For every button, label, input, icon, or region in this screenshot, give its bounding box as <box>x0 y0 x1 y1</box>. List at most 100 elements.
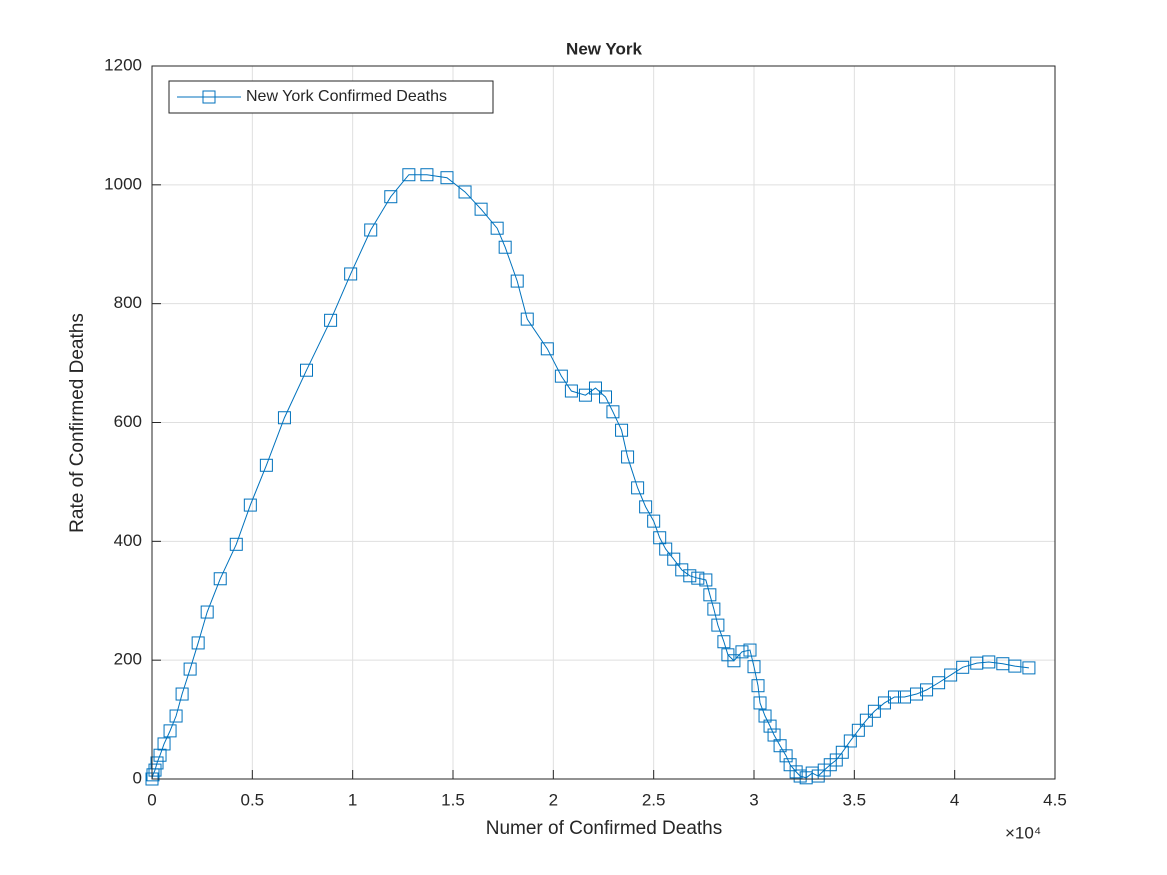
y-tick-label: 200 <box>114 650 142 669</box>
marker <box>183 662 197 676</box>
x-tick-label: 0 <box>147 790 156 809</box>
marker <box>932 676 946 690</box>
legend: New York Confirmed Deaths <box>168 80 494 114</box>
x-axis-label: Numer of Confirmed Deaths <box>486 818 723 839</box>
marker <box>498 240 512 254</box>
marker <box>229 537 243 551</box>
marker <box>667 552 681 566</box>
y-tick-label: 400 <box>114 531 142 550</box>
y-axis-label: Rate of Confirmed Deaths <box>67 313 88 533</box>
plot-area <box>145 168 1036 786</box>
marker <box>751 679 765 693</box>
x-tick-label: 1.5 <box>441 790 465 809</box>
y-tick-label: 1200 <box>104 55 142 74</box>
marker <box>277 411 291 425</box>
marker <box>202 90 216 104</box>
x-tick-label: 4.5 <box>1043 790 1067 809</box>
marker <box>910 687 924 701</box>
marker <box>564 384 578 398</box>
marker <box>520 312 534 326</box>
marker <box>150 756 164 770</box>
marker <box>588 381 602 395</box>
marker <box>691 571 705 585</box>
x-multiplier: ×10⁴ <box>1005 823 1041 842</box>
chart-title: New York <box>566 39 642 58</box>
legend-label: New York Confirmed Deaths <box>246 88 447 105</box>
marker <box>153 748 167 762</box>
marker <box>599 390 613 404</box>
y-tick-label: 1000 <box>104 174 142 193</box>
x-tick-label: 3.5 <box>843 790 867 809</box>
marker <box>758 709 772 723</box>
marker <box>867 704 881 718</box>
marker <box>835 745 849 759</box>
marker <box>699 573 713 587</box>
marker <box>554 369 568 383</box>
marker <box>956 660 970 674</box>
marker <box>213 572 227 586</box>
marker <box>243 498 257 512</box>
marker <box>615 423 629 437</box>
marker <box>727 654 741 668</box>
marker <box>148 763 162 777</box>
marker <box>639 500 653 514</box>
x-tick-label: 2.5 <box>642 790 666 809</box>
marker <box>163 724 177 738</box>
marker <box>717 635 731 649</box>
marker <box>621 450 635 464</box>
marker <box>324 313 338 327</box>
series-line <box>151 174 1029 780</box>
marker <box>510 274 524 288</box>
marker <box>735 645 749 659</box>
marker <box>920 683 934 697</box>
marker <box>200 605 214 619</box>
marker <box>859 713 873 727</box>
marker <box>1008 659 1022 673</box>
axes-box <box>151 65 1056 780</box>
marker <box>191 636 205 650</box>
marker <box>711 618 725 632</box>
marker <box>384 190 398 204</box>
marker <box>259 458 273 472</box>
marker <box>647 514 661 528</box>
marker <box>843 734 857 748</box>
marker <box>420 168 434 182</box>
marker <box>364 223 378 237</box>
marker <box>982 655 996 669</box>
marker <box>763 719 777 733</box>
marker <box>944 668 958 682</box>
marker <box>175 687 189 701</box>
marker <box>402 168 416 182</box>
marker <box>743 643 757 657</box>
marker <box>747 660 761 674</box>
marker <box>157 737 171 751</box>
y-tick-label: 600 <box>114 412 142 431</box>
x-tick-label: 3 <box>749 790 758 809</box>
marker <box>659 542 673 556</box>
marker <box>440 171 454 185</box>
marker <box>753 696 767 710</box>
x-tick-label: 4 <box>950 790 959 809</box>
marker <box>458 185 472 199</box>
marker <box>300 363 314 377</box>
x-tick-label: 2 <box>549 790 558 809</box>
x-tick-label: 1 <box>348 790 357 809</box>
marker <box>540 342 554 356</box>
marker <box>474 202 488 216</box>
marker <box>887 690 901 704</box>
marker <box>490 221 504 235</box>
marker <box>779 749 793 763</box>
y-tick-label: 0 <box>133 768 142 787</box>
y-tick-label: 800 <box>114 293 142 312</box>
marker <box>703 588 717 602</box>
marker <box>578 388 592 402</box>
marker <box>851 723 865 737</box>
marker <box>707 602 721 616</box>
marker <box>606 405 620 419</box>
x-tick-label: 0.5 <box>241 790 265 809</box>
marker <box>1022 661 1036 675</box>
marker <box>344 267 358 281</box>
marker <box>631 481 645 495</box>
marker <box>169 709 183 723</box>
